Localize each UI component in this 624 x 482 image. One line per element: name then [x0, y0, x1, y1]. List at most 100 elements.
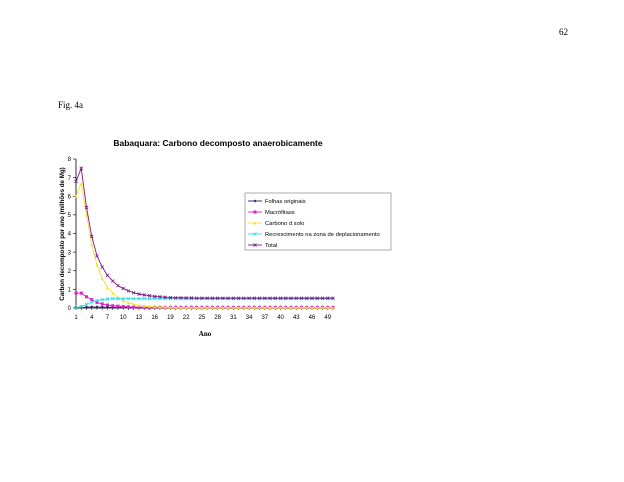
series-4-point: [79, 304, 84, 309]
x-tick-label-28: 28: [214, 315, 221, 321]
series-2-point: [74, 291, 78, 295]
series-3-point: [326, 306, 330, 310]
series-4-point: [110, 296, 115, 301]
series-5-point: [163, 295, 167, 299]
series-5-point: [263, 296, 267, 300]
legend: Folhas originais Macrófitass Carbono d sol…: [244, 192, 392, 251]
series-3-point: [331, 306, 335, 310]
series-5-point: [147, 293, 152, 298]
x-tick-label-46: 46: [309, 315, 316, 321]
series-3-point: [216, 306, 220, 310]
x-tick-label-25: 25: [199, 315, 206, 321]
series-4-point: [116, 296, 120, 301]
series-5-point: [158, 295, 162, 299]
legend-label: Folhas originais: [265, 199, 306, 205]
series-5-point: [189, 296, 194, 300]
x-tick-label-22: 22: [183, 315, 190, 321]
legend-label: Total: [265, 243, 277, 249]
series-5-point: [315, 296, 320, 300]
series-4-point: [131, 296, 136, 301]
legend-label: Carbono d solo: [265, 221, 304, 227]
series-5-point: [294, 296, 299, 300]
legend-box: [244, 192, 392, 251]
series-4-point: [89, 300, 94, 304]
series-5-point: [179, 295, 183, 300]
series-5-point: [226, 296, 230, 300]
series-3-point: [168, 305, 172, 309]
y-tick-label-7: 7: [68, 176, 72, 182]
series-3-point: [200, 306, 204, 310]
series-5-point: [79, 166, 84, 171]
series-5-point: [137, 292, 141, 296]
series-5: [74, 166, 335, 300]
series-1-point: [90, 305, 94, 309]
x-tick-label-40: 40: [277, 315, 284, 321]
series-5-point: [89, 234, 94, 239]
series-2-point: [95, 300, 99, 304]
series-2-point: [105, 303, 109, 307]
y-tick-label-1: 1: [68, 288, 72, 294]
series-5-point: [95, 254, 99, 258]
x-tick-label-43: 43: [293, 315, 300, 321]
series-5-point: [84, 205, 89, 210]
series-3-point: [247, 306, 251, 310]
series-1-point: [100, 305, 104, 309]
x-tick-label-37: 37: [261, 315, 268, 321]
series-4-point: [95, 298, 99, 303]
series-3-point: [142, 304, 146, 308]
series-3-point: [294, 306, 298, 310]
series-4-point: [121, 296, 125, 301]
x-tick-label-31: 31: [230, 315, 237, 321]
series-3-point: [205, 306, 209, 310]
series-5-point: [231, 296, 236, 300]
series-3-point: [279, 306, 283, 310]
series-3-point: [289, 306, 293, 310]
series-3-point: [273, 306, 277, 310]
legend-swatch-marker: [253, 210, 257, 214]
series-2-point: [137, 305, 141, 309]
series-2-point: [132, 305, 136, 309]
legend-item-1: Folhas originais: [248, 199, 306, 205]
x-tick-label-19: 19: [167, 315, 174, 321]
series-3-point: [100, 276, 104, 280]
series-3-point: [79, 181, 83, 185]
legend-item-2: Macrófitass: [248, 210, 295, 216]
x-tick-label-49: 49: [324, 315, 331, 321]
series-2-point: [84, 295, 88, 299]
y-tick-label-2: 2: [68, 269, 72, 275]
series-5-point: [325, 296, 330, 300]
series-4-point: [100, 297, 105, 302]
series-3-point: [242, 306, 246, 310]
series-3-point: [132, 302, 136, 306]
series-3-point: [121, 299, 125, 303]
x-tick-label-13: 13: [136, 315, 143, 321]
series-3-point: [268, 306, 272, 310]
series-5-point: [142, 293, 146, 297]
legend-swatch-marker: [253, 221, 257, 225]
series-5-point: [110, 279, 115, 283]
series-5-point: [210, 296, 215, 300]
legend-swatch-marker: [253, 199, 257, 203]
series-3-point: [84, 213, 88, 217]
series-4-point: [126, 296, 131, 301]
series-5-point: [205, 296, 209, 300]
series-3-point: [231, 306, 235, 310]
series-3-point: [95, 263, 99, 267]
series-5-point: [126, 289, 131, 293]
series-3-point: [163, 305, 167, 309]
series-5-point: [221, 296, 225, 300]
series-3-point: [321, 306, 325, 310]
series-5-point: [152, 294, 157, 299]
series-4-point: [147, 296, 152, 301]
series-5-point: [242, 296, 246, 300]
legend-label: Recrescimento na zona de deplacionamento: [265, 232, 380, 238]
series-1-point: [95, 305, 99, 309]
series-2-point: [126, 305, 130, 309]
series-3-point: [226, 306, 230, 310]
series-5-point: [268, 296, 272, 300]
series-5-point: [100, 265, 105, 269]
series-5-point: [74, 179, 78, 184]
series-5-point: [121, 286, 125, 291]
series-3-point: [221, 306, 225, 310]
